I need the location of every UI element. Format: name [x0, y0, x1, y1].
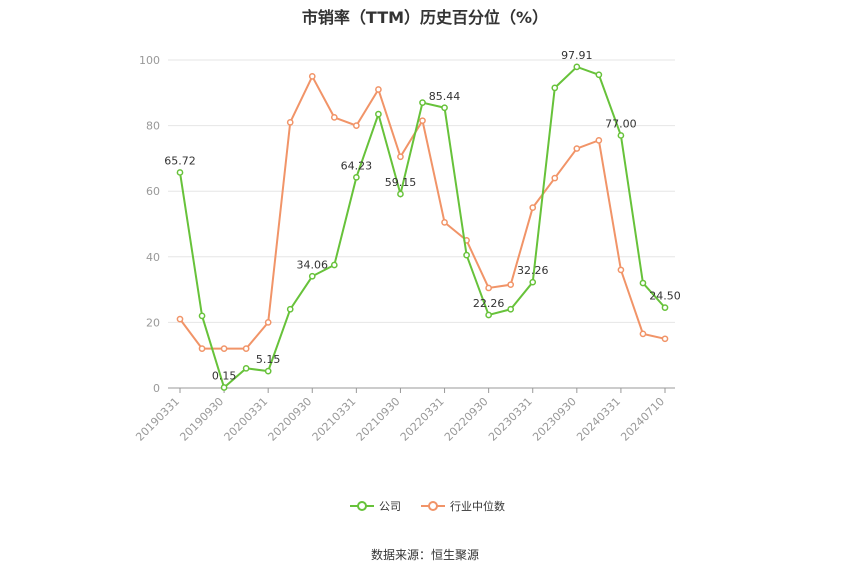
series-point-0	[242, 364, 250, 372]
x-tick-label: 20220930	[442, 395, 491, 444]
series-point-0	[198, 312, 206, 320]
legend-label-0: 公司	[379, 500, 401, 513]
series-point-1	[551, 174, 559, 182]
series-point-0	[639, 279, 647, 287]
legend-marker-1	[428, 501, 438, 511]
legend-marker-0	[357, 501, 367, 511]
series-point-1	[485, 284, 492, 292]
series-point-0	[507, 305, 515, 313]
data-label: 0.15	[212, 370, 237, 383]
legend-label-1: 行业中位数	[450, 499, 505, 513]
series-point-1	[529, 204, 537, 211]
series-point-0	[485, 311, 492, 319]
data-label: 97.91	[561, 49, 593, 62]
series-point-0	[529, 278, 537, 286]
series-point-0	[308, 272, 316, 280]
data-label: 22.26	[473, 297, 505, 310]
series-point-0	[441, 104, 448, 112]
series-point-1	[264, 319, 272, 326]
series-point-1	[639, 330, 647, 338]
series-point-1	[353, 122, 360, 129]
series-point-0	[419, 99, 426, 106]
x-tick-label: 20240331	[574, 395, 623, 444]
data-label: 77.00	[605, 117, 637, 130]
series-point-0	[330, 261, 338, 269]
y-tick-label: 20	[146, 316, 160, 329]
series-point-0	[176, 169, 184, 176]
x-tick-label: 20210930	[354, 395, 403, 444]
series-point-0	[397, 190, 404, 198]
series-point-1	[419, 117, 426, 125]
y-tick-label: 80	[146, 120, 160, 133]
series-line-1	[179, 74, 666, 350]
x-tick-label: 20230331	[486, 395, 535, 444]
data-label: 85.44	[429, 90, 461, 103]
x-tick-label: 20190930	[177, 395, 226, 444]
series-point-0	[353, 173, 360, 181]
data-label: 59.15	[385, 176, 417, 189]
series-point-1	[286, 118, 294, 126]
series-point-0	[375, 110, 382, 118]
series-point-0	[595, 71, 603, 79]
data-label: 65.72	[164, 154, 196, 167]
series-point-1	[397, 153, 404, 161]
series-point-0	[617, 132, 625, 139]
series-point-1	[375, 86, 382, 93]
chart-title: 市销率（TTM）历史百分位（%）	[301, 8, 549, 27]
series-point-1	[308, 73, 316, 80]
y-tick-label: 0	[153, 382, 160, 395]
series-point-0	[264, 367, 272, 375]
series-point-1	[330, 114, 338, 121]
x-tick-label: 20220331	[398, 395, 447, 444]
series-point-1	[198, 345, 206, 352]
y-tick-label: 100	[139, 54, 160, 67]
series-point-1	[573, 145, 581, 152]
data-label: 5.15	[256, 353, 281, 366]
series-point-0	[573, 63, 581, 71]
series-point-1	[441, 219, 448, 226]
x-tick-label: 20190331	[133, 395, 182, 444]
source-note: 数据来源：恒生聚源	[370, 548, 479, 562]
data-label: 34.06	[297, 258, 329, 271]
x-tick-label: 20200930	[266, 395, 315, 444]
series-point-1	[661, 335, 669, 343]
data-label: 24.50	[649, 290, 681, 303]
series-point-1	[507, 281, 515, 289]
x-tick-label: 20210331	[310, 395, 359, 444]
series-point-0	[463, 251, 470, 259]
series-point-1	[242, 345, 250, 352]
y-tick-label: 60	[146, 185, 160, 198]
series-point-0	[286, 305, 294, 313]
y-tick-label: 40	[146, 251, 160, 264]
series-point-1	[617, 266, 625, 274]
series-point-0	[661, 304, 669, 311]
data-label: 64.23	[341, 159, 373, 172]
series-point-1	[595, 137, 603, 144]
x-tick-label: 20240710	[618, 395, 667, 444]
series-point-0	[551, 84, 559, 92]
x-tick-label: 20230930	[530, 395, 579, 444]
series-point-1	[176, 315, 184, 323]
data-label: 32.26	[517, 264, 549, 277]
x-tick-label: 20200331	[222, 395, 271, 444]
series-point-1	[220, 345, 228, 352]
series-point-0	[220, 384, 228, 391]
